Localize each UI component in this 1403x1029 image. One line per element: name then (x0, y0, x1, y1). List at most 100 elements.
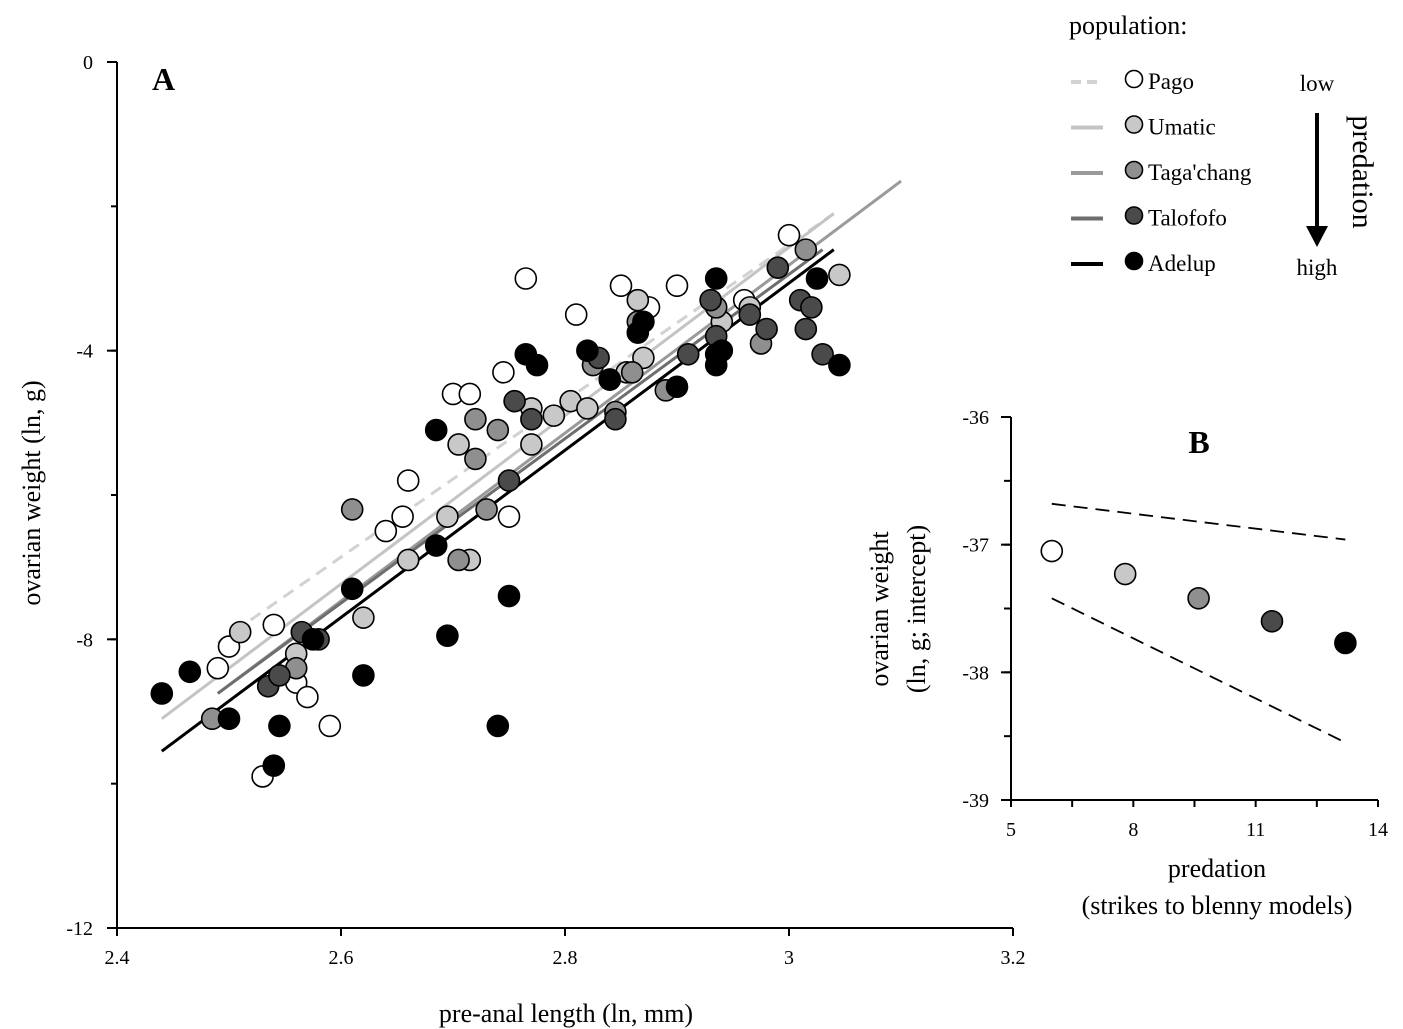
point-umatic (576, 397, 599, 420)
point-talofofo (268, 664, 291, 687)
point-pago (777, 223, 801, 247)
fit-line-pago (216, 212, 835, 645)
legend-label-umatic: Umatic (1148, 115, 1216, 140)
panel-a: 2.4 2.6 2.8 3 3.2 -12 -8 -4 0 A pre-anal length … (17, 52, 1026, 1028)
legend-marker-taga-chang (1124, 160, 1144, 180)
point-adelup (576, 339, 599, 362)
panel-b-axes: 5 8 11 14 -39 -38 -37 -36 (962, 407, 1388, 841)
point-talofofo (676, 342, 700, 366)
panel-b-point-adelup (1334, 631, 1357, 655)
point-adelup (710, 339, 734, 362)
point-umatic (396, 548, 420, 572)
point-umatic (352, 606, 375, 629)
panel-b-x-tick-label: 5 (1006, 819, 1016, 841)
panel-a-x-tick-label: 2.4 (105, 947, 130, 969)
panel-b-point-umatic (1113, 562, 1137, 586)
point-pago (396, 469, 420, 492)
point-adelup (704, 267, 728, 290)
lower-confidence-band (1051, 597, 1346, 744)
panel-a-x-tick-label: 2.8 (553, 947, 578, 969)
point-taga-chang (794, 238, 818, 261)
point-talofofo (800, 296, 823, 319)
panel-b-point-pago (1040, 539, 1064, 563)
panel-b-x-tick-label: 8 (1128, 819, 1138, 841)
point-adelup (497, 584, 521, 608)
predation-arrow-head (1306, 226, 1328, 247)
panel-a-y-tick-label: -12 (66, 918, 93, 940)
legend-label-pago: Pago (1148, 69, 1194, 94)
point-umatic (626, 288, 650, 312)
panel-b-x-axis-title: predation (1168, 854, 1266, 883)
panel-b-x-tick-label: 14 (1368, 819, 1388, 841)
panel-b-y-tick-label: -37 (962, 535, 989, 557)
point-taga-chang (340, 498, 364, 521)
legend-label-talofofo: Talofofo (1148, 206, 1227, 231)
point-pago (609, 274, 633, 298)
point-umatic (436, 505, 459, 528)
point-adelup (268, 714, 291, 738)
point-pago (497, 505, 521, 528)
point-taga-chang (620, 361, 644, 384)
point-adelup (150, 682, 174, 705)
point-talofofo (497, 469, 521, 492)
panel-a-x-tick-label: 2.6 (329, 947, 354, 969)
point-taga-chang (447, 548, 470, 572)
point-pago (514, 267, 538, 290)
point-pago (262, 613, 286, 637)
panel-a-y-tick-label: -8 (76, 629, 93, 651)
point-umatic (828, 263, 851, 287)
panel-b-x-axis-subtitle: (strikes to blenny models) (1082, 891, 1353, 920)
fit-line-adelup (160, 248, 835, 753)
legend-entries: Pago Umatic Taga'chang Talofofo Adelup (1071, 69, 1252, 276)
panel-b-y-axis-title: ovarian weight (865, 531, 894, 687)
panel-b-letter: B (1188, 424, 1209, 460)
legend-label-adelup: Adelup (1148, 251, 1216, 276)
panel-b-y-tick-label: -38 (962, 662, 989, 684)
point-adelup (352, 664, 375, 687)
point-adelup (301, 628, 325, 651)
point-talofofo (520, 407, 543, 431)
point-adelup (178, 660, 202, 684)
point-pago (492, 361, 515, 384)
point-pago (564, 303, 588, 326)
point-adelup (828, 353, 851, 377)
legend-marker-pago (1124, 69, 1144, 89)
point-umatic (542, 404, 566, 427)
fit-line-umatic (160, 212, 835, 720)
legend-marker-adelup (1124, 251, 1144, 271)
legend-label-taga-chang: Taga'chang (1148, 160, 1252, 185)
panel-b-y-tick-label: -39 (962, 790, 989, 812)
point-taga-chang (464, 407, 487, 431)
panel-b-confidence-bands (1051, 502, 1346, 744)
point-talofofo (755, 317, 778, 341)
point-adelup (805, 267, 829, 290)
panel-a-x-tick-label: 3.2 (1001, 947, 1026, 969)
upper-confidence-band (1051, 502, 1346, 541)
point-taga-chang (464, 447, 487, 471)
point-pago (318, 714, 342, 738)
legend: population: Pago Umatic Taga'chang Talofofo… (1069, 11, 1379, 280)
point-adelup (525, 353, 549, 377)
point-talofofo (766, 256, 790, 279)
legend-title: population: (1069, 11, 1187, 40)
point-talofofo (503, 389, 526, 413)
point-talofofo (811, 342, 834, 366)
point-talofofo (738, 303, 762, 326)
panel-a-letter: A (152, 61, 175, 97)
panel-a-x-axis-title: pre-anal length (ln, mm) (439, 999, 693, 1028)
panel-b-point-taga-chang (1187, 586, 1210, 610)
point-adelup (665, 375, 689, 399)
panel-b-y-tick-label: -36 (962, 407, 989, 429)
point-taga-chang (475, 498, 498, 521)
panel-a-y-tick-label: -4 (76, 341, 93, 363)
point-talofofo (794, 317, 818, 341)
panel-b: 5 8 11 14 -39 -38 -37 -36 B predation (strikes … (865, 407, 1388, 920)
panel-a-fit-lines (160, 179, 902, 753)
panel-a-y-tick-label: 0 (83, 52, 93, 74)
panel-b-x-tick-label: 11 (1246, 819, 1265, 841)
point-taga-chang (486, 418, 510, 442)
panel-a-axes: 2.4 2.6 2.8 3 3.2 -12 -8 -4 0 (66, 52, 1025, 969)
point-adelup (598, 368, 622, 391)
point-pago (665, 274, 689, 298)
